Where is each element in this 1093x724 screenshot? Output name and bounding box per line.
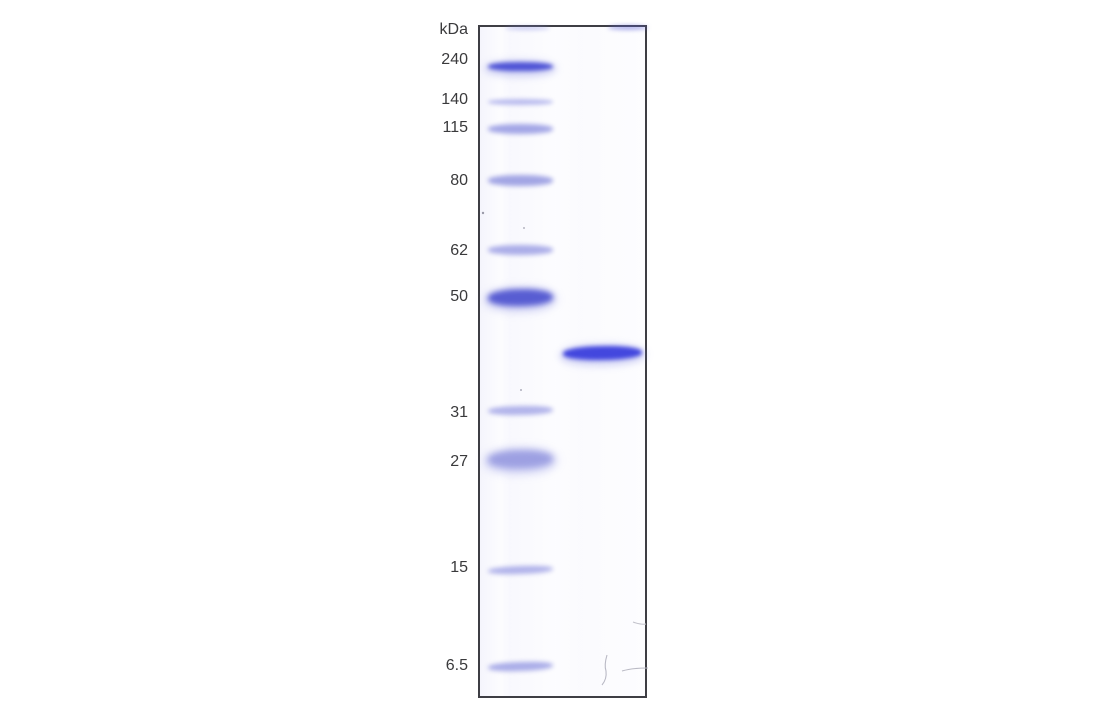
- ladder-band-80kda: [488, 174, 553, 186]
- ladder-band-50kda: [487, 287, 554, 307]
- gel-panel: [478, 25, 647, 698]
- mw-label-115: 115: [442, 119, 468, 136]
- unit-label-kda: kDa: [439, 21, 468, 38]
- mw-label-31: 31: [450, 404, 468, 421]
- mw-label-27: 27: [450, 453, 468, 470]
- ladder-band-62kda: [488, 245, 553, 255]
- mw-label-15: 15: [450, 559, 468, 576]
- mw-label-80: 80: [450, 172, 468, 189]
- well-residue-smear-2: [608, 25, 648, 30]
- mw-label-50: 50: [450, 288, 468, 305]
- ladder-band-140kda: [488, 99, 553, 105]
- ladder-band-31kda: [487, 404, 554, 416]
- mw-label-62: 62: [450, 242, 468, 259]
- ladder-band-115kda: [488, 124, 553, 134]
- mw-label-6.5: 6.5: [445, 657, 468, 674]
- mw-label-240: 240: [441, 51, 468, 68]
- mw-label-140: 140: [441, 91, 468, 108]
- ladder-band-240kda: [488, 61, 553, 71]
- well-residue-smear-1: [505, 26, 550, 30]
